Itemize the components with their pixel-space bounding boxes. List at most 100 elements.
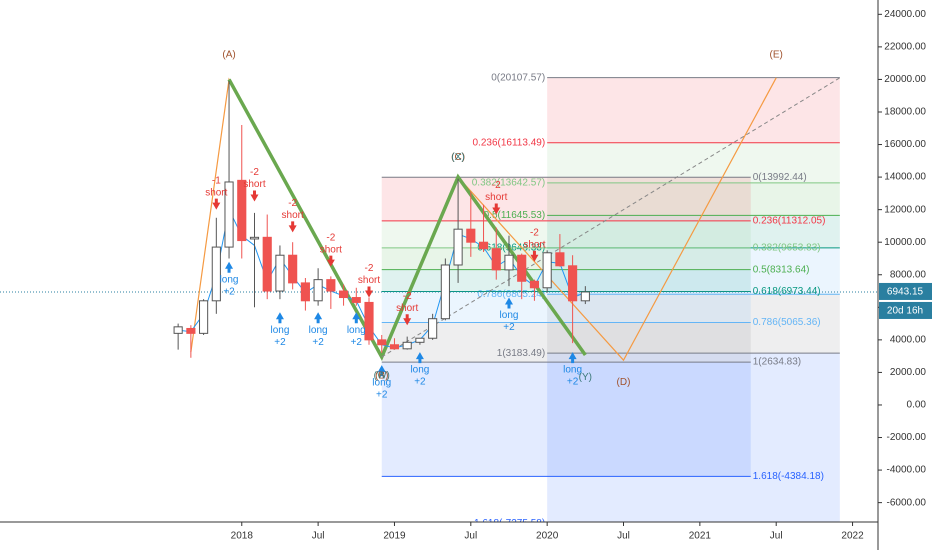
wave-label: (E) [770,50,783,61]
candle-body [568,265,578,302]
countdown-box [879,301,932,319]
candle-body [478,241,489,250]
x-tick-label: 2019 [383,531,406,542]
long-arrow [225,261,234,273]
y-tick-label: 2000.00 [890,367,927,378]
candle-body [377,339,387,346]
candle-body [428,318,438,339]
candle-body [237,179,247,242]
candle-body [504,254,514,271]
fib-zone [381,177,751,221]
candle-body [249,236,260,240]
wave-label: (W) [374,370,390,381]
short-arrow [530,250,539,262]
signal-label: long [372,378,391,389]
fib-zone [547,294,840,354]
fib-label: 0.5(11645.53) [484,210,546,221]
fib-label: 0.382(13642.57) [472,178,545,189]
signal-label: long [410,365,429,376]
fib-label: 0.5(8313.64) [753,264,810,275]
short-arrow [492,203,501,215]
candle-body [288,254,298,284]
wave-label: (X) [451,152,464,163]
signal-label: long [309,325,328,336]
y-tick-label: -2000.00 [887,432,927,443]
wave-label: (A) [222,50,235,61]
fib-label: 0(20107.57) [491,72,545,83]
candle-body [313,279,323,302]
signal-qty: +2 [223,286,235,297]
y-tick-label: 4000.00 [890,335,927,346]
signal-label: short [396,303,418,314]
candle-body [173,326,183,334]
candle-body [199,300,209,334]
signal-qty: +2 [351,337,363,348]
signal-qty: -2 [250,167,259,178]
candle-body [491,248,501,271]
x-tick-label: Jul [464,531,477,542]
candle-body [580,291,590,302]
signal-qty: +2 [503,322,515,333]
signal-qty: +2 [274,337,286,348]
signal-qty: +2 [414,377,426,388]
y-tick-label: 12000.00 [884,204,926,215]
short-arrow [212,198,221,210]
candle-body [300,282,310,302]
signal-qty: -1 [212,175,221,186]
plot: 0(20107.57) 0.236(16113.49) 0.382(13642.57… [0,50,878,529]
short-arrow [403,314,412,326]
signal-qty: +2 [312,337,324,348]
candle-body [224,181,234,248]
candle-body [453,228,463,266]
y-tick-label: 8000.00 [890,269,927,280]
long-arrow [504,297,513,309]
signal-label: short [320,244,342,255]
signal-qty: +2 [567,377,579,388]
candle-body [529,280,540,289]
fib-zone [547,247,840,295]
signal-label: short [485,192,507,203]
x-tick-label: Jul [312,531,325,542]
short-arrow [326,255,335,267]
y-tick-label: 16000.00 [884,139,926,150]
wave-line [381,77,841,358]
candle-body [402,341,412,350]
signal-qty: -2 [288,198,297,209]
signal-label: long [563,365,582,376]
signal-qty: -2 [530,227,539,238]
y-tick-label: -6000.00 [887,497,927,508]
candle-body [542,252,552,289]
fib-zone [547,353,840,522]
y-tick-label: 14000.00 [884,172,926,183]
candle-body [351,297,361,303]
countdown-label: 20d 16h [887,306,923,317]
fib-label: 0.786(5065.36) [753,317,821,328]
signal-label: long [500,310,519,321]
candle-body [262,236,272,292]
fib-label: 1.618(-7275.58) [474,518,545,529]
x-tick-label: Jul [617,531,630,542]
wave-label: (Y) [579,372,592,383]
candle-body [440,264,450,320]
wave-label: (B) [375,370,388,381]
y-tick-label: 22000.00 [884,42,926,53]
fib-label: 1.618(-4384.18) [753,471,824,482]
fib-label: 0(13992.44) [753,172,807,183]
fib-zone [381,220,751,248]
signal-qty: +2 [376,390,388,401]
candle-body [389,344,400,350]
short-arrow [250,190,259,202]
current-price-box [879,282,932,300]
wave-label: (C) [451,152,465,163]
candle-body [555,252,565,267]
candle-body [186,327,196,334]
candle-body [466,228,476,243]
x-tick-label: 2022 [841,531,864,542]
fib-label: 0.786(6805.24) [477,289,545,300]
wave-label: (D) [617,377,631,388]
signal-label: long [270,325,289,336]
candle-body [326,279,336,292]
long-arrow [275,312,284,324]
signal-label: long [347,325,366,336]
